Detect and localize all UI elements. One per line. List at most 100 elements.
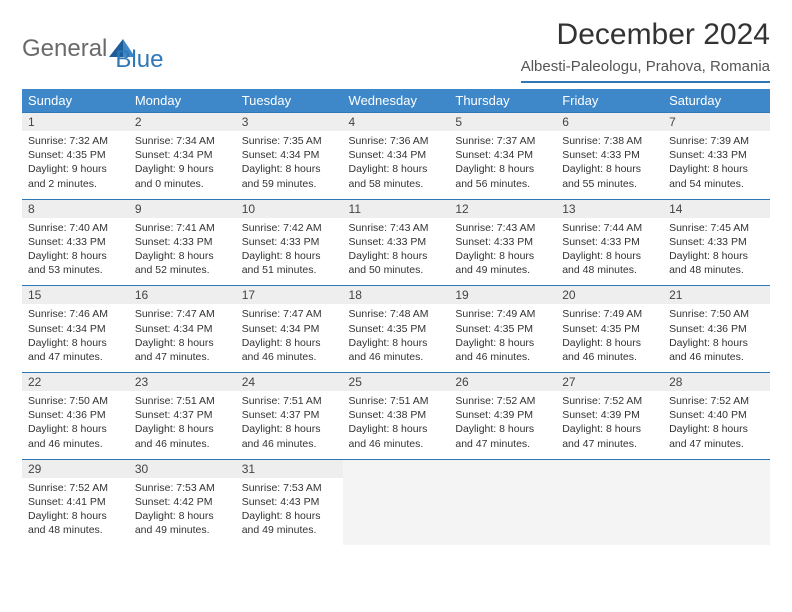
calendar-day-cell: 11 Sunrise: 7:43 AMSunset: 4:33 PMDayligh… xyxy=(343,199,450,286)
calendar-week-row: 1 Sunrise: 7:32 AMSunset: 4:35 PMDaylight… xyxy=(22,113,770,200)
calendar-day-cell: 12 Sunrise: 7:43 AMSunset: 4:33 PMDayligh… xyxy=(449,199,556,286)
day-info: Sunrise: 7:41 AMSunset: 4:33 PMDaylight:… xyxy=(135,221,230,278)
logo-text-blue: Blue xyxy=(115,46,163,74)
calendar-table: SundayMondayTuesdayWednesdayThursdayFrid… xyxy=(22,89,770,545)
day-number: 1 xyxy=(22,113,129,131)
day-number: 21 xyxy=(663,286,770,304)
calendar-empty-cell xyxy=(343,459,450,545)
day-info: Sunrise: 7:53 AMSunset: 4:42 PMDaylight:… xyxy=(135,481,230,538)
day-number: 4 xyxy=(343,113,450,131)
day-info: Sunrise: 7:39 AMSunset: 4:33 PMDaylight:… xyxy=(669,134,764,191)
logo: General Blue xyxy=(22,18,163,74)
day-info: Sunrise: 7:49 AMSunset: 4:35 PMDaylight:… xyxy=(562,307,657,364)
calendar-empty-cell xyxy=(449,459,556,545)
calendar-header-row: SundayMondayTuesdayWednesdayThursdayFrid… xyxy=(22,89,770,113)
day-number: 30 xyxy=(129,460,236,478)
day-number: 29 xyxy=(22,460,129,478)
day-info: Sunrise: 7:46 AMSunset: 4:34 PMDaylight:… xyxy=(28,307,123,364)
calendar-week-row: 8Sunrise: 7:40 AMSunset: 4:33 PMDaylight… xyxy=(22,199,770,286)
day-header: Saturday xyxy=(663,89,770,113)
day-header: Thursday xyxy=(449,89,556,113)
calendar-week-row: 22Sunrise: 7:50 AMSunset: 4:36 PMDayligh… xyxy=(22,373,770,460)
calendar-day-cell: 4 Sunrise: 7:36 AMSunset: 4:34 PMDaylight… xyxy=(343,113,450,200)
calendar-day-cell: 1 Sunrise: 7:32 AMSunset: 4:35 PMDaylight… xyxy=(22,113,129,200)
day-number: 5 xyxy=(449,113,556,131)
day-info: Sunrise: 7:52 AMSunset: 4:40 PMDaylight:… xyxy=(669,394,764,451)
day-header: Monday xyxy=(129,89,236,113)
calendar-day-cell: 28 Sunrise: 7:52 AMSunset: 4:40 PMDayligh… xyxy=(663,373,770,460)
calendar-day-cell: 6 Sunrise: 7:38 AMSunset: 4:33 PMDaylight… xyxy=(556,113,663,200)
day-info: Sunrise: 7:43 AMSunset: 4:33 PMDaylight:… xyxy=(455,221,550,278)
calendar-week-row: 29 Sunrise: 7:52 AMSunset: 4:41 PMDayligh… xyxy=(22,459,770,545)
calendar-week-row: 15 Sunrise: 7:46 AMSunset: 4:34 PMDayligh… xyxy=(22,286,770,373)
calendar-empty-cell xyxy=(556,459,663,545)
day-number: 2 xyxy=(129,113,236,131)
day-number: 13 xyxy=(556,200,663,218)
calendar-day-cell: 9 Sunrise: 7:41 AMSunset: 4:33 PMDaylight… xyxy=(129,199,236,286)
day-header: Friday xyxy=(556,89,663,113)
day-info: Sunrise: 7:52 AMSunset: 4:39 PMDaylight:… xyxy=(455,394,550,451)
day-number: 7 xyxy=(663,113,770,131)
day-info: Sunrise: 7:51 AMSunset: 4:37 PMDaylight:… xyxy=(135,394,230,451)
day-info: Sunrise: 7:45 AMSunset: 4:33 PMDaylight:… xyxy=(669,221,764,278)
day-number: 17 xyxy=(236,286,343,304)
day-number: 9 xyxy=(129,200,236,218)
calendar-day-cell: 10 Sunrise: 7:42 AMSunset: 4:33 PMDayligh… xyxy=(236,199,343,286)
day-number: 6 xyxy=(556,113,663,131)
day-number: 12 xyxy=(449,200,556,218)
calendar-day-cell: 29 Sunrise: 7:52 AMSunset: 4:41 PMDayligh… xyxy=(22,459,129,545)
day-number: 23 xyxy=(129,373,236,391)
calendar-day-cell: 15 Sunrise: 7:46 AMSunset: 4:34 PMDayligh… xyxy=(22,286,129,373)
day-number: 11 xyxy=(343,200,450,218)
day-number: 26 xyxy=(449,373,556,391)
calendar-day-cell: 18Sunrise: 7:48 AMSunset: 4:35 PMDayligh… xyxy=(343,286,450,373)
location-text: Albesti-Paleologu, Prahova, Romania xyxy=(521,58,770,83)
day-number: 16 xyxy=(129,286,236,304)
day-info: Sunrise: 7:38 AMSunset: 4:33 PMDaylight:… xyxy=(562,134,657,191)
day-info: Sunrise: 7:34 AMSunset: 4:34 PMDaylight:… xyxy=(135,134,230,191)
day-info: Sunrise: 7:35 AMSunset: 4:34 PMDaylight:… xyxy=(242,134,337,191)
day-header: Sunday xyxy=(22,89,129,113)
day-number: 14 xyxy=(663,200,770,218)
calendar-day-cell: 24Sunrise: 7:51 AMSunset: 4:37 PMDayligh… xyxy=(236,373,343,460)
calendar-day-cell: 8Sunrise: 7:40 AMSunset: 4:33 PMDaylight… xyxy=(22,199,129,286)
day-info: Sunrise: 7:43 AMSunset: 4:33 PMDaylight:… xyxy=(349,221,444,278)
calendar-day-cell: 30 Sunrise: 7:53 AMSunset: 4:42 PMDayligh… xyxy=(129,459,236,545)
day-number: 10 xyxy=(236,200,343,218)
day-number: 24 xyxy=(236,373,343,391)
day-info: Sunrise: 7:52 AMSunset: 4:39 PMDaylight:… xyxy=(562,394,657,451)
day-info: Sunrise: 7:51 AMSunset: 4:38 PMDaylight:… xyxy=(349,394,444,451)
month-title: December 2024 xyxy=(521,18,770,52)
day-number: 8 xyxy=(22,200,129,218)
day-info: Sunrise: 7:53 AMSunset: 4:43 PMDaylight:… xyxy=(242,481,337,538)
day-info: Sunrise: 7:37 AMSunset: 4:34 PMDaylight:… xyxy=(455,134,550,191)
calendar-day-cell: 25 Sunrise: 7:51 AMSunset: 4:38 PMDayligh… xyxy=(343,373,450,460)
day-info: Sunrise: 7:47 AMSunset: 4:34 PMDaylight:… xyxy=(135,307,230,364)
day-number: 27 xyxy=(556,373,663,391)
calendar-day-cell: 17Sunrise: 7:47 AMSunset: 4:34 PMDayligh… xyxy=(236,286,343,373)
day-info: Sunrise: 7:52 AMSunset: 4:41 PMDaylight:… xyxy=(28,481,123,538)
day-number: 25 xyxy=(343,373,450,391)
day-number: 28 xyxy=(663,373,770,391)
day-header: Tuesday xyxy=(236,89,343,113)
logo-text-general: General xyxy=(22,35,107,63)
calendar-day-cell: 7 Sunrise: 7:39 AMSunset: 4:33 PMDaylight… xyxy=(663,113,770,200)
day-info: Sunrise: 7:49 AMSunset: 4:35 PMDaylight:… xyxy=(455,307,550,364)
day-number: 31 xyxy=(236,460,343,478)
calendar-day-cell: 5 Sunrise: 7:37 AMSunset: 4:34 PMDaylight… xyxy=(449,113,556,200)
day-info: Sunrise: 7:36 AMSunset: 4:34 PMDaylight:… xyxy=(349,134,444,191)
day-info: Sunrise: 7:50 AMSunset: 4:36 PMDaylight:… xyxy=(28,394,123,451)
day-info: Sunrise: 7:32 AMSunset: 4:35 PMDaylight:… xyxy=(28,134,123,191)
calendar-day-cell: 20 Sunrise: 7:49 AMSunset: 4:35 PMDayligh… xyxy=(556,286,663,373)
calendar-day-cell: 16 Sunrise: 7:47 AMSunset: 4:34 PMDayligh… xyxy=(129,286,236,373)
page-header: General Blue December 2024 Albesti-Paleo… xyxy=(22,18,770,83)
calendar-day-cell: 2 Sunrise: 7:34 AMSunset: 4:34 PMDaylight… xyxy=(129,113,236,200)
calendar-empty-cell xyxy=(663,459,770,545)
calendar-day-cell: 26 Sunrise: 7:52 AMSunset: 4:39 PMDayligh… xyxy=(449,373,556,460)
day-info: Sunrise: 7:48 AMSunset: 4:35 PMDaylight:… xyxy=(349,307,444,364)
day-number: 15 xyxy=(22,286,129,304)
calendar-day-cell: 31 Sunrise: 7:53 AMSunset: 4:43 PMDayligh… xyxy=(236,459,343,545)
day-number: 20 xyxy=(556,286,663,304)
day-info: Sunrise: 7:44 AMSunset: 4:33 PMDaylight:… xyxy=(562,221,657,278)
day-info: Sunrise: 7:42 AMSunset: 4:33 PMDaylight:… xyxy=(242,221,337,278)
